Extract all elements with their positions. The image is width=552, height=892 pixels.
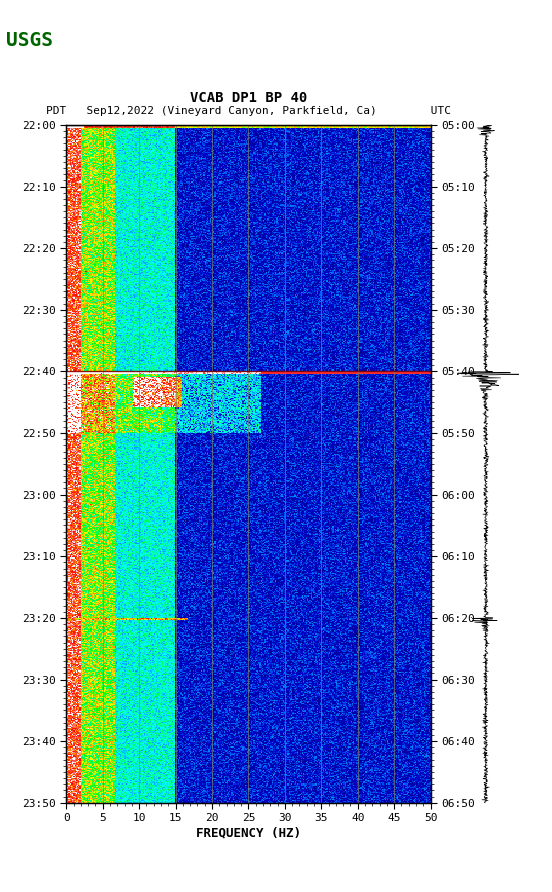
Text: PDT   Sep12,2022 (Vineyard Canyon, Parkfield, Ca)        UTC: PDT Sep12,2022 (Vineyard Canyon, Parkfie…	[46, 106, 451, 116]
X-axis label: FREQUENCY (HZ): FREQUENCY (HZ)	[196, 826, 301, 839]
Text: USGS: USGS	[6, 31, 52, 50]
Text: VCAB DP1 BP 40: VCAB DP1 BP 40	[190, 91, 307, 105]
